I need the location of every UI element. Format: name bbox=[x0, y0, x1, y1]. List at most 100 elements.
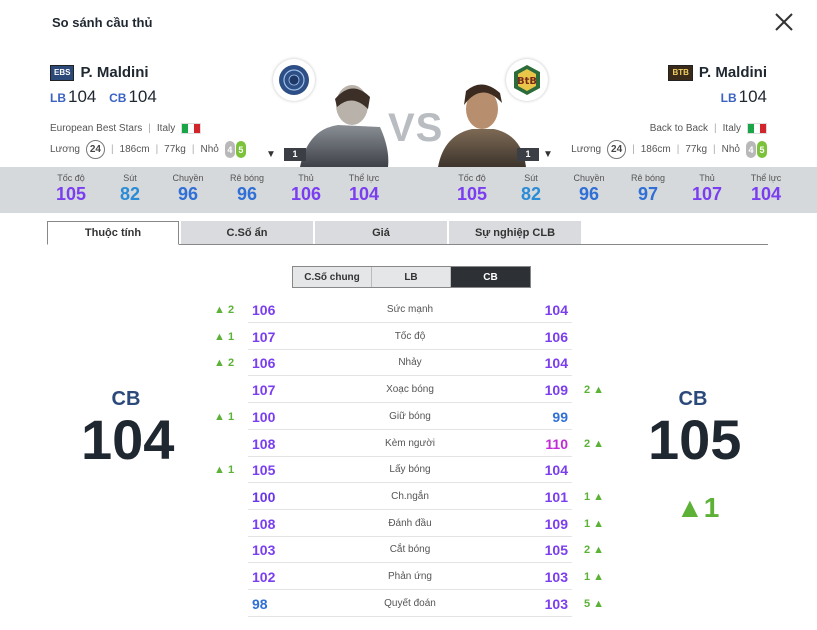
left-value: 106 bbox=[252, 355, 276, 371]
left-value: 106 bbox=[252, 302, 276, 318]
player-name: P. Maldini bbox=[698, 64, 767, 81]
left-value: 103 bbox=[252, 542, 276, 558]
main-tabs: Thuộc tính C.Số ẩn Giá Sự nghiệp CLB bbox=[47, 221, 768, 245]
stat-value: 104 bbox=[348, 184, 380, 204]
nation: Italy bbox=[156, 123, 176, 134]
right-diff: 2 ▲ bbox=[584, 438, 605, 450]
tab-price[interactable]: Giá bbox=[315, 221, 447, 244]
team-name: Back to Back bbox=[649, 123, 709, 134]
attribute-name: Kèm người bbox=[385, 438, 435, 449]
left-value: 107 bbox=[252, 329, 276, 345]
left-diff: ▲ 1 bbox=[214, 411, 235, 423]
right-value: 104 bbox=[544, 302, 568, 318]
stat-label: Chuyền bbox=[172, 173, 204, 183]
stat-label: Tốc độ bbox=[57, 173, 85, 183]
strong-foot: 5 bbox=[757, 141, 767, 158]
stat-label: Thể lực bbox=[348, 173, 380, 183]
subtab-cb[interactable]: CB bbox=[451, 267, 530, 287]
right-diff: 2 ▲ bbox=[584, 384, 605, 396]
position-value: 104 bbox=[68, 87, 97, 106]
wage-label: Lương bbox=[571, 144, 602, 155]
wage-value: 24 bbox=[607, 140, 627, 159]
tab-attributes[interactable]: Thuộc tính bbox=[47, 221, 179, 245]
left-diff: ▲ 2 bbox=[214, 304, 235, 316]
table-row: 106 Sức mạnh 104 bbox=[248, 297, 572, 323]
right-value: 104 bbox=[544, 462, 568, 478]
left-value: 98 bbox=[252, 596, 268, 612]
team-name: European Best Stars bbox=[50, 123, 143, 134]
weight: 77kg bbox=[685, 144, 708, 155]
foot-icon: 4 5 bbox=[746, 141, 767, 158]
body-type: Nhỏ bbox=[200, 144, 219, 155]
right-overall: CB 105 bbox=[648, 388, 742, 471]
subtab-general[interactable]: C.Số chung bbox=[293, 267, 372, 287]
separator: | bbox=[714, 123, 717, 134]
close-icon bbox=[775, 13, 793, 31]
stat-label: Thủ bbox=[699, 173, 715, 183]
right-value: 106 bbox=[544, 329, 568, 345]
right-value: 103 bbox=[544, 596, 568, 612]
stat-label: Rê bóng bbox=[630, 173, 666, 183]
separator: | bbox=[713, 144, 716, 155]
tab-hidden-stats[interactable]: C.Số ẩn bbox=[181, 221, 313, 244]
stat-label: Sút bbox=[524, 173, 538, 183]
height: 186cm bbox=[640, 144, 671, 155]
italy-flag-icon bbox=[747, 123, 767, 134]
stat-value: 96 bbox=[177, 184, 199, 204]
position-ratings: LB 104 bbox=[668, 87, 767, 107]
position-subtabs: C.Số chung LB CB bbox=[292, 266, 531, 288]
stat-passing: Chuyền 96 bbox=[158, 173, 218, 205]
stat-label: Thủ bbox=[298, 173, 314, 183]
overall-position: CB bbox=[678, 388, 708, 410]
separator: | bbox=[632, 144, 635, 155]
position-label: LB bbox=[50, 91, 66, 105]
overall-position: CB bbox=[111, 388, 141, 410]
close-button[interactable] bbox=[770, 8, 798, 36]
position-value: 104 bbox=[128, 87, 157, 106]
right-value: 105 bbox=[544, 542, 568, 558]
wage-label: Lương bbox=[50, 144, 80, 155]
stat-dribbling: Rê bóng 97 bbox=[618, 173, 678, 205]
attribute-name: Quyết đoán bbox=[384, 598, 436, 609]
stat-passing: Chuyền 96 bbox=[559, 173, 619, 205]
player-name: P. Maldini bbox=[80, 64, 149, 81]
right-player-header: BTB P. Maldini LB 104 bbox=[668, 64, 767, 107]
stat-value: 105 bbox=[456, 184, 488, 204]
left-club-logo-icon bbox=[273, 59, 315, 101]
team-badge: BTB bbox=[668, 64, 693, 81]
left-physical-info: Lương 24 | 186cm | 77kg | Nhỏ 4 5 bbox=[50, 140, 246, 159]
separator: | bbox=[110, 144, 114, 155]
attribute-name: Tốc độ bbox=[394, 331, 426, 342]
chevron-down-icon[interactable]: ▼ bbox=[543, 149, 553, 160]
chevron-down-icon[interactable]: ▼ bbox=[266, 149, 276, 160]
left-value: 100 bbox=[252, 489, 276, 505]
right-value: 99 bbox=[552, 409, 568, 425]
svg-text:BtB: BtB bbox=[517, 76, 537, 87]
right-diff: 5 ▲ bbox=[584, 598, 605, 610]
left-diff: ▲ 1 bbox=[214, 464, 235, 476]
nation: Italy bbox=[722, 123, 741, 134]
stats-band: Tốc độ 105 Sút 82 Chuyền 96 Rê bóng 96 Thủ 10… bbox=[0, 167, 817, 213]
table-row: 102 Phản ứng 103 bbox=[248, 564, 572, 590]
left-player-header: EBS P. Maldini LB 104 CB 104 bbox=[50, 64, 165, 107]
stat-value: 96 bbox=[236, 184, 258, 204]
overall-value: 105 bbox=[648, 408, 742, 471]
left-value: 102 bbox=[252, 569, 276, 585]
right-value: 103 bbox=[544, 569, 568, 585]
right-diff: 1 ▲ bbox=[584, 518, 605, 530]
table-row: 108 Đánh đầu 109 bbox=[248, 511, 572, 537]
foot-icon: 4 5 bbox=[224, 141, 246, 158]
overall-diff: ▲1 bbox=[676, 492, 720, 523]
stat-stamina: Thể lực 104 bbox=[736, 173, 796, 205]
position-label: CB bbox=[109, 91, 127, 105]
left-value: 108 bbox=[252, 436, 276, 452]
left-value: 105 bbox=[252, 462, 276, 478]
attribute-name: Nhảy bbox=[398, 357, 422, 368]
stat-label: Sút bbox=[123, 173, 137, 183]
stat-value: 104 bbox=[750, 184, 782, 204]
attribute-name: Lấy bóng bbox=[389, 464, 431, 475]
tab-club-career[interactable]: Sự nghiệp CLB bbox=[449, 221, 581, 244]
table-row: 106 Nhảy 104 bbox=[248, 350, 572, 376]
position-value: 104 bbox=[738, 87, 767, 106]
subtab-lb[interactable]: LB bbox=[372, 267, 451, 287]
